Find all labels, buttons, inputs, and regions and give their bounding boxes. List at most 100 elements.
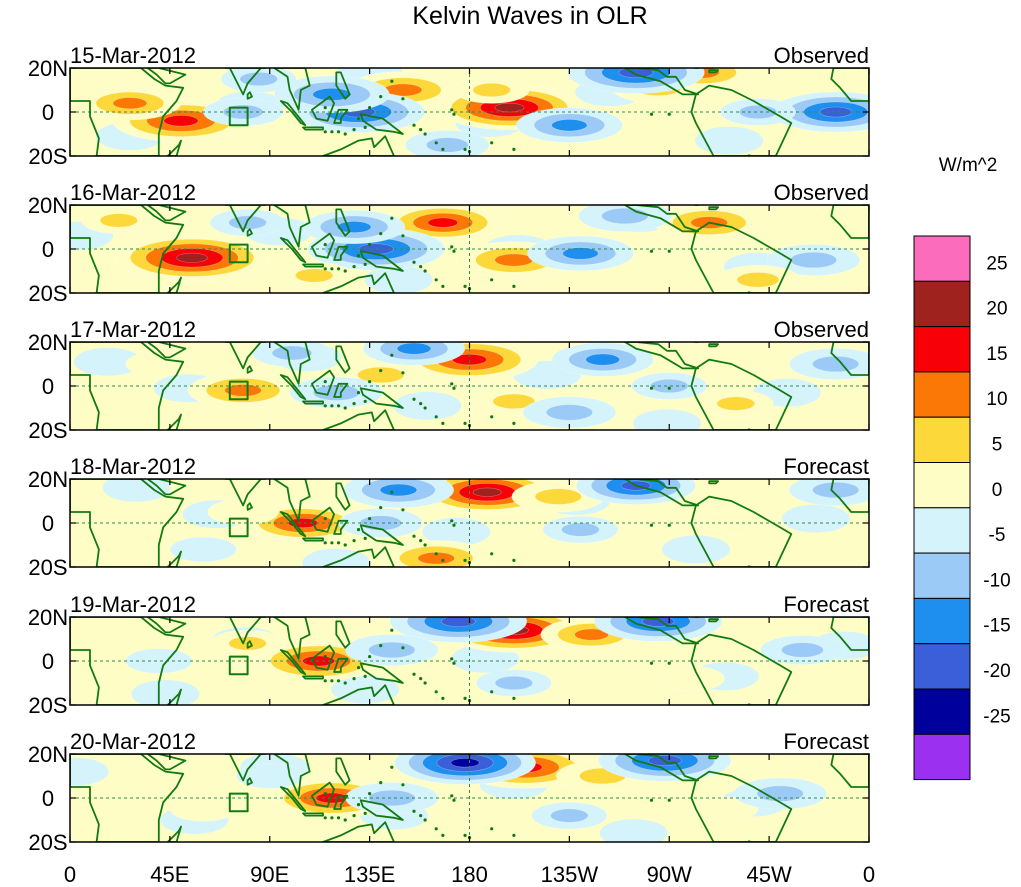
x-tick-label: 45W xyxy=(747,862,792,887)
island-marker xyxy=(452,112,456,116)
island-marker xyxy=(412,397,416,401)
coastline-java xyxy=(302,675,324,680)
background-cell xyxy=(393,391,462,420)
coastline-australia xyxy=(322,546,395,567)
coastline-india xyxy=(224,479,267,507)
coastline-mexico_ca xyxy=(624,617,699,645)
anomaly-8-level-1 xyxy=(601,207,649,225)
y-tick-label: 20S xyxy=(28,555,67,580)
anomaly-2-level-2 xyxy=(574,628,609,641)
colorbar-bin xyxy=(913,643,971,690)
panel-16-Mar-2012: 20N 0 20S 16-Mar-2012 Observed xyxy=(28,180,870,306)
coastline-mexico_ca xyxy=(624,342,699,370)
island-marker xyxy=(368,380,372,384)
coastline-sumatra xyxy=(279,786,307,813)
coastline-mexico_ca xyxy=(624,205,699,233)
units-label: W/m^2 xyxy=(939,155,998,176)
coastline-srilanka xyxy=(246,91,253,100)
colorbar-tick-label: -10 xyxy=(983,570,1010,591)
anomaly-4-level-1 xyxy=(716,396,755,411)
coastline-madagascar xyxy=(166,550,182,567)
island-marker xyxy=(441,147,445,151)
coastline-arabia xyxy=(146,342,187,359)
anomaly-3-level-2 xyxy=(112,97,148,110)
coastline-philippines xyxy=(335,71,351,100)
island-marker xyxy=(379,232,383,236)
y-tick-label: 20N xyxy=(28,605,68,630)
island-marker xyxy=(401,234,405,238)
colorbar-bin xyxy=(913,507,971,554)
colorbar-tick-label: 20 xyxy=(986,299,1007,320)
island-marker xyxy=(330,267,334,271)
island-marker xyxy=(649,523,654,527)
anomaly-3-level-1 xyxy=(534,488,582,505)
island-marker xyxy=(363,536,367,541)
coastline-srilanka xyxy=(246,228,253,237)
anomaly-8-level-2 xyxy=(585,353,620,366)
coastline-india xyxy=(224,617,267,645)
island-marker xyxy=(441,558,445,563)
coastline-westafrica_coast xyxy=(830,479,869,513)
island-marker xyxy=(330,130,334,134)
coastline-westafrica_coast xyxy=(830,342,869,376)
island-marker xyxy=(363,399,367,403)
coastline-australia xyxy=(322,821,395,842)
panel-17-Mar-2012: 20N 0 20S 17-Mar-2012 Observed xyxy=(28,317,870,443)
island-marker xyxy=(356,254,361,258)
coastline-madagascar xyxy=(166,688,182,705)
background-cell xyxy=(93,389,162,418)
anomaly-6-level-2 xyxy=(379,483,418,497)
island-marker xyxy=(667,523,671,527)
island-marker xyxy=(379,644,383,648)
island-marker xyxy=(441,284,445,288)
island-marker xyxy=(423,681,427,685)
island-marker xyxy=(423,818,427,822)
panel-date: 18-Mar-2012 xyxy=(70,454,196,479)
x-tick-label: 90W xyxy=(647,862,692,887)
island-marker xyxy=(352,814,356,818)
coastline-indochina xyxy=(273,342,311,385)
coastline-maldive_box xyxy=(228,243,249,264)
background-cell xyxy=(122,515,191,544)
island-marker xyxy=(379,369,383,373)
panel-date: 17-Mar-2012 xyxy=(70,317,196,342)
island-marker xyxy=(463,284,467,288)
x-tick-label: 135E xyxy=(344,862,395,887)
colorbar-bin xyxy=(913,416,971,464)
island-marker xyxy=(363,125,367,129)
panel-date: 20-Mar-2012 xyxy=(70,729,196,754)
island-marker xyxy=(323,243,327,247)
island-marker xyxy=(450,382,454,386)
island-marker xyxy=(352,128,356,132)
anomaly-5-level-4 xyxy=(450,758,480,768)
anomaly-field xyxy=(70,754,869,842)
island-marker xyxy=(649,386,654,390)
panel-date: 16-Mar-2012 xyxy=(70,180,196,205)
island-marker xyxy=(401,97,405,101)
island-marker xyxy=(452,661,456,665)
island-marker xyxy=(512,696,516,701)
anomaly-11-level-1 xyxy=(295,268,334,283)
background-cell xyxy=(131,680,200,705)
anomaly-4-level-0 xyxy=(207,498,279,526)
island-marker xyxy=(330,679,334,683)
coastline-samerica xyxy=(690,221,793,293)
background-cell xyxy=(70,757,109,786)
coastline-sumatra xyxy=(279,649,307,676)
island-marker xyxy=(356,803,361,807)
y-tick-label: 20S xyxy=(28,144,67,169)
coastline-sulawesi xyxy=(333,794,349,810)
anomaly-4-level-1 xyxy=(99,213,138,228)
coastline-hispaniola xyxy=(708,755,719,760)
island-marker xyxy=(379,506,383,510)
colorbar-bin xyxy=(913,733,971,781)
anomaly-field xyxy=(70,205,869,293)
island-marker xyxy=(419,128,423,132)
coastline-sumatra xyxy=(279,237,307,264)
coastline-arabia xyxy=(146,479,187,496)
coastline-madagascar xyxy=(166,276,182,293)
background-cell xyxy=(633,409,702,430)
coastline-hispaniola xyxy=(708,480,719,485)
